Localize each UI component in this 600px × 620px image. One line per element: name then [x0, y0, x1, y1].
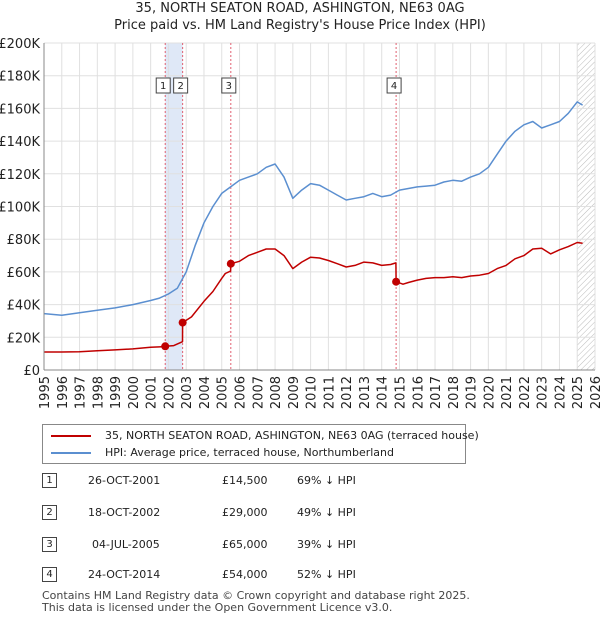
chart-legend: 35, NORTH SEATON ROAD, ASHINGTON, NE63 0…	[42, 424, 479, 464]
x-tick-label: 2026	[589, 376, 600, 409]
footer-licence: This data is licensed under the Open Gov…	[42, 601, 393, 614]
footer: Contains HM Land Registry data © Crown c…	[42, 590, 470, 614]
sale-marker-box	[155, 77, 171, 94]
footer-copyright: Contains HM Land Registry data © Crown c…	[42, 589, 470, 602]
x-tick-label: 2002	[162, 376, 177, 409]
sale-row: 1 26-OCT-2001 £14,500 69% ↓ HPI	[42, 471, 442, 491]
sale-date: 04-JUL-2005	[92, 538, 160, 551]
x-tick-label: 2004	[198, 376, 213, 409]
sale-hpi-diff: 39% ↓ HPI	[297, 538, 356, 551]
x-tick-label: 2003	[180, 376, 195, 409]
x-tick-label: 1996	[56, 376, 71, 409]
sale-point	[226, 259, 235, 268]
x-tick-label: 2017	[429, 376, 444, 409]
sale-price: £65,000	[222, 538, 268, 551]
sale-row: 2 18-OCT-2002 £29,000 49% ↓ HPI	[42, 503, 442, 523]
property-price-line	[44, 241, 583, 353]
x-tick-label: 2025	[571, 376, 586, 409]
sale-number-badge: 1	[42, 473, 57, 488]
legend-label-property: 35, NORTH SEATON ROAD, ASHINGTON, NE63 0…	[105, 429, 479, 442]
x-tick-label: 2010	[305, 376, 320, 409]
sale-hpi-diff: 69% ↓ HPI	[297, 474, 356, 487]
sale-marker-label: 1	[160, 81, 166, 92]
sale-marker-label: 4	[391, 81, 397, 92]
y-tick-label: £200K	[0, 37, 40, 52]
x-tick-label: 2018	[447, 376, 462, 409]
x-tick-label: 2019	[465, 376, 480, 409]
sale-point	[161, 342, 170, 351]
sale-price: £14,500	[222, 474, 268, 487]
y-tick-label: £0	[23, 364, 40, 379]
legend-swatch-property	[51, 435, 91, 437]
x-tick-label: 2022	[518, 376, 533, 409]
x-tick-label: 2009	[287, 376, 302, 409]
y-tick-label: £40K	[7, 299, 41, 314]
sale-price: £54,000	[222, 568, 268, 581]
sale-number-badge: 3	[42, 537, 57, 552]
sale-row: 4 24-OCT-2014 £54,000 52% ↓ HPI	[42, 565, 442, 585]
x-tick-label: 2005	[216, 376, 231, 409]
x-tick-label: 2023	[536, 376, 551, 409]
x-tick-label: 2016	[411, 376, 426, 409]
sale-hpi-diff: 49% ↓ HPI	[297, 506, 356, 519]
legend-item-property: 35, NORTH SEATON ROAD, ASHINGTON, NE63 0…	[51, 428, 479, 444]
sale-number-badge: 4	[42, 567, 57, 582]
sale-date: 26-OCT-2001	[88, 474, 161, 487]
x-tick-label: 2021	[500, 376, 515, 409]
y-tick-label: £100K	[0, 201, 40, 216]
x-tick-label: 2013	[358, 376, 373, 409]
y-tick-label: £140K	[0, 135, 40, 150]
y-tick-label: £80K	[7, 233, 41, 248]
sale-marker-box	[221, 77, 237, 94]
y-tick-label: £20K	[7, 331, 41, 346]
chart-title-block: 35, NORTH SEATON ROAD, ASHINGTON, NE63 0…	[0, 0, 600, 34]
sale-row: 3 04-JUL-2005 £65,000 39% ↓ HPI	[42, 535, 442, 555]
x-tick-label: 2024	[553, 376, 568, 409]
x-tick-label: 2007	[251, 376, 266, 409]
sale-marker-box	[386, 77, 402, 94]
x-tick-label: 2015	[393, 376, 408, 409]
sale-marker-label: 2	[177, 81, 183, 92]
sale-hpi-diff: 52% ↓ HPI	[297, 568, 356, 581]
sale-date: 24-OCT-2014	[88, 568, 161, 581]
x-tick-label: 2000	[127, 376, 142, 409]
x-tick-label: 1995	[38, 376, 53, 409]
sale-point	[178, 318, 187, 327]
x-tick-label: 2008	[269, 376, 284, 409]
sale-marker-box	[173, 77, 189, 94]
x-tick-label: 2011	[322, 376, 337, 409]
x-tick-label: 1998	[91, 376, 106, 409]
chart-title: 35, NORTH SEATON ROAD, ASHINGTON, NE63 0…	[135, 1, 465, 16]
chart-subtitle: Price paid vs. HM Land Registry's House …	[114, 18, 486, 33]
x-tick-label: 1999	[109, 376, 124, 409]
x-tick-label: 2020	[482, 376, 497, 409]
x-tick-label: 2012	[340, 376, 355, 409]
legend-label-hpi: HPI: Average price, terraced house, Nort…	[105, 446, 394, 459]
x-tick-label: 2001	[145, 376, 160, 409]
sale-marker-label: 3	[226, 81, 232, 92]
sale-point	[392, 277, 401, 286]
legend-item-hpi: HPI: Average price, terraced house, Nort…	[51, 445, 394, 461]
x-tick-label: 2006	[234, 376, 249, 409]
y-tick-label: £160K	[0, 102, 40, 117]
y-tick-label: £60K	[7, 266, 41, 281]
sale-price: £29,000	[222, 506, 268, 519]
x-tick-label: 1997	[74, 376, 89, 409]
x-tick-label: 2014	[376, 376, 391, 409]
y-tick-label: £120K	[0, 168, 40, 183]
hpi-line	[43, 101, 583, 316]
y-tick-label: £180K	[0, 70, 40, 85]
legend-swatch-hpi	[51, 452, 91, 454]
sale-date: 18-OCT-2002	[88, 506, 161, 519]
sale-number-badge: 2	[42, 505, 57, 520]
